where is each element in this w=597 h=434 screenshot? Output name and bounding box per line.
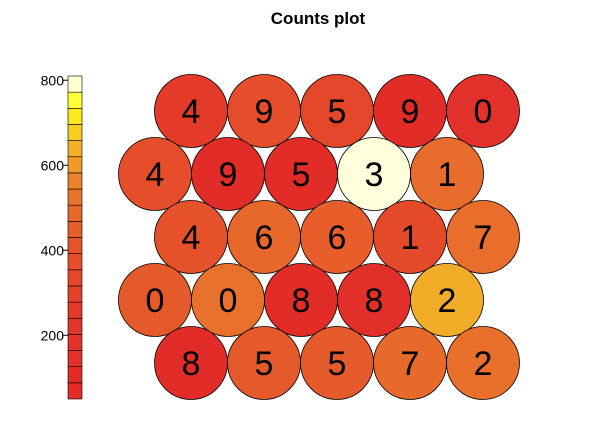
colorbar-segment: [67, 301, 83, 319]
hex-cell-label: 0: [474, 93, 493, 131]
hex-cell-circle: [410, 263, 484, 337]
hex-cell-label: 2: [438, 282, 457, 320]
hex-cell-label: 5: [292, 156, 311, 194]
hex-cell: 6: [300, 200, 374, 274]
colorbar-tick-label: 800: [41, 72, 65, 88]
hex-cell-label: 5: [328, 93, 347, 131]
colorbar-segment: [67, 382, 83, 400]
hex-cells: 4 9 5 9 04 9 5 3 14 6 6 1 70 0 8 8 28 5 5 7 2: [118, 74, 520, 400]
hex-cell-label: 7: [401, 345, 420, 383]
hex-cell: 9: [191, 137, 265, 211]
hex-cell-label: 2: [474, 345, 493, 383]
hex-cell-circle: [446, 74, 520, 148]
hex-cell-label: 0: [219, 282, 238, 320]
hex-cell: 0: [446, 74, 520, 148]
colorbar-segment: [67, 75, 83, 93]
hex-cell: 6: [227, 200, 301, 274]
colorbar-segment: [67, 317, 83, 335]
hex-cell-label: 4: [146, 156, 165, 194]
hex-cell: 8: [264, 263, 338, 337]
hex-cell: 5: [264, 137, 338, 211]
colorbar-segment: [67, 156, 83, 174]
colorbar-segment: [67, 334, 83, 351]
hex-cell-label: 9: [401, 93, 420, 131]
hex-cell: 8: [154, 326, 228, 400]
hex-cell-circle: [410, 137, 484, 211]
hex-cell: 7: [373, 326, 447, 400]
hex-cell-label: 8: [182, 345, 201, 383]
hex-cell-label: 5: [255, 345, 274, 383]
colorbar-segment: [67, 172, 83, 190]
hex-cell: 1: [373, 200, 447, 274]
hex-cell: 4: [154, 74, 228, 148]
hex-cell: 3: [337, 137, 411, 211]
hex-cell-label: 1: [438, 156, 457, 194]
hex-cell: 8: [337, 263, 411, 337]
hex-cell: 2: [410, 263, 484, 337]
hex-cell-label: 9: [219, 156, 238, 194]
colorbar-segment: [67, 366, 83, 384]
hex-cell: 4: [118, 137, 192, 211]
hex-cell-label: 4: [182, 93, 201, 131]
hex-cell-label: 0: [146, 282, 165, 320]
hex-cell: 5: [300, 74, 374, 148]
colorbar-segment: [67, 253, 83, 271]
colorbar-ticks: 200 400 600 800: [41, 72, 68, 343]
colorbar-segment: [67, 285, 83, 303]
colorbar-segment: [67, 140, 83, 158]
colorbar: [67, 75, 83, 400]
colorbar-segment: [67, 108, 83, 125]
hex-cell-label: 3: [365, 156, 384, 194]
hex-cell-label: 9: [255, 93, 274, 131]
hex-cell-circle: [446, 200, 520, 274]
hex-cell: 5: [227, 326, 301, 400]
hex-cell: 5: [300, 326, 374, 400]
hex-cell-label: 6: [255, 219, 274, 257]
colorbar-tick-label: 400: [41, 242, 65, 258]
hex-cell: 0: [191, 263, 265, 337]
colorbar-segment: [67, 188, 83, 206]
colorbar-segment: [67, 269, 83, 287]
hex-cell-label: 8: [365, 282, 384, 320]
colorbar-segment: [67, 350, 83, 367]
colorbar-segment: [67, 91, 83, 109]
hex-cell: 9: [373, 74, 447, 148]
hex-cell: 1: [410, 137, 484, 211]
colorbar-segment: [67, 124, 83, 141]
colorbar-segment: [67, 237, 83, 254]
colorbar-segment: [67, 204, 83, 222]
hex-cell-circle: [446, 326, 520, 400]
hex-cell: 4: [154, 200, 228, 274]
hex-cell: 0: [118, 263, 192, 337]
hex-cell-label: 6: [328, 219, 347, 257]
colorbar-tick-label: 600: [41, 157, 65, 173]
hex-cell-label: 5: [328, 345, 347, 383]
hex-cell: 9: [227, 74, 301, 148]
hex-cell: 2: [446, 326, 520, 400]
hex-cell: 7: [446, 200, 520, 274]
hex-cell-label: 8: [292, 282, 311, 320]
hex-cell-label: 1: [401, 219, 420, 257]
colorbar-segment: [67, 221, 83, 238]
hex-cell-label: 4: [182, 219, 201, 257]
colorbar-tick-label: 200: [41, 327, 65, 343]
chart-title: Counts plot: [271, 9, 366, 28]
hex-cell-label: 7: [474, 219, 493, 257]
